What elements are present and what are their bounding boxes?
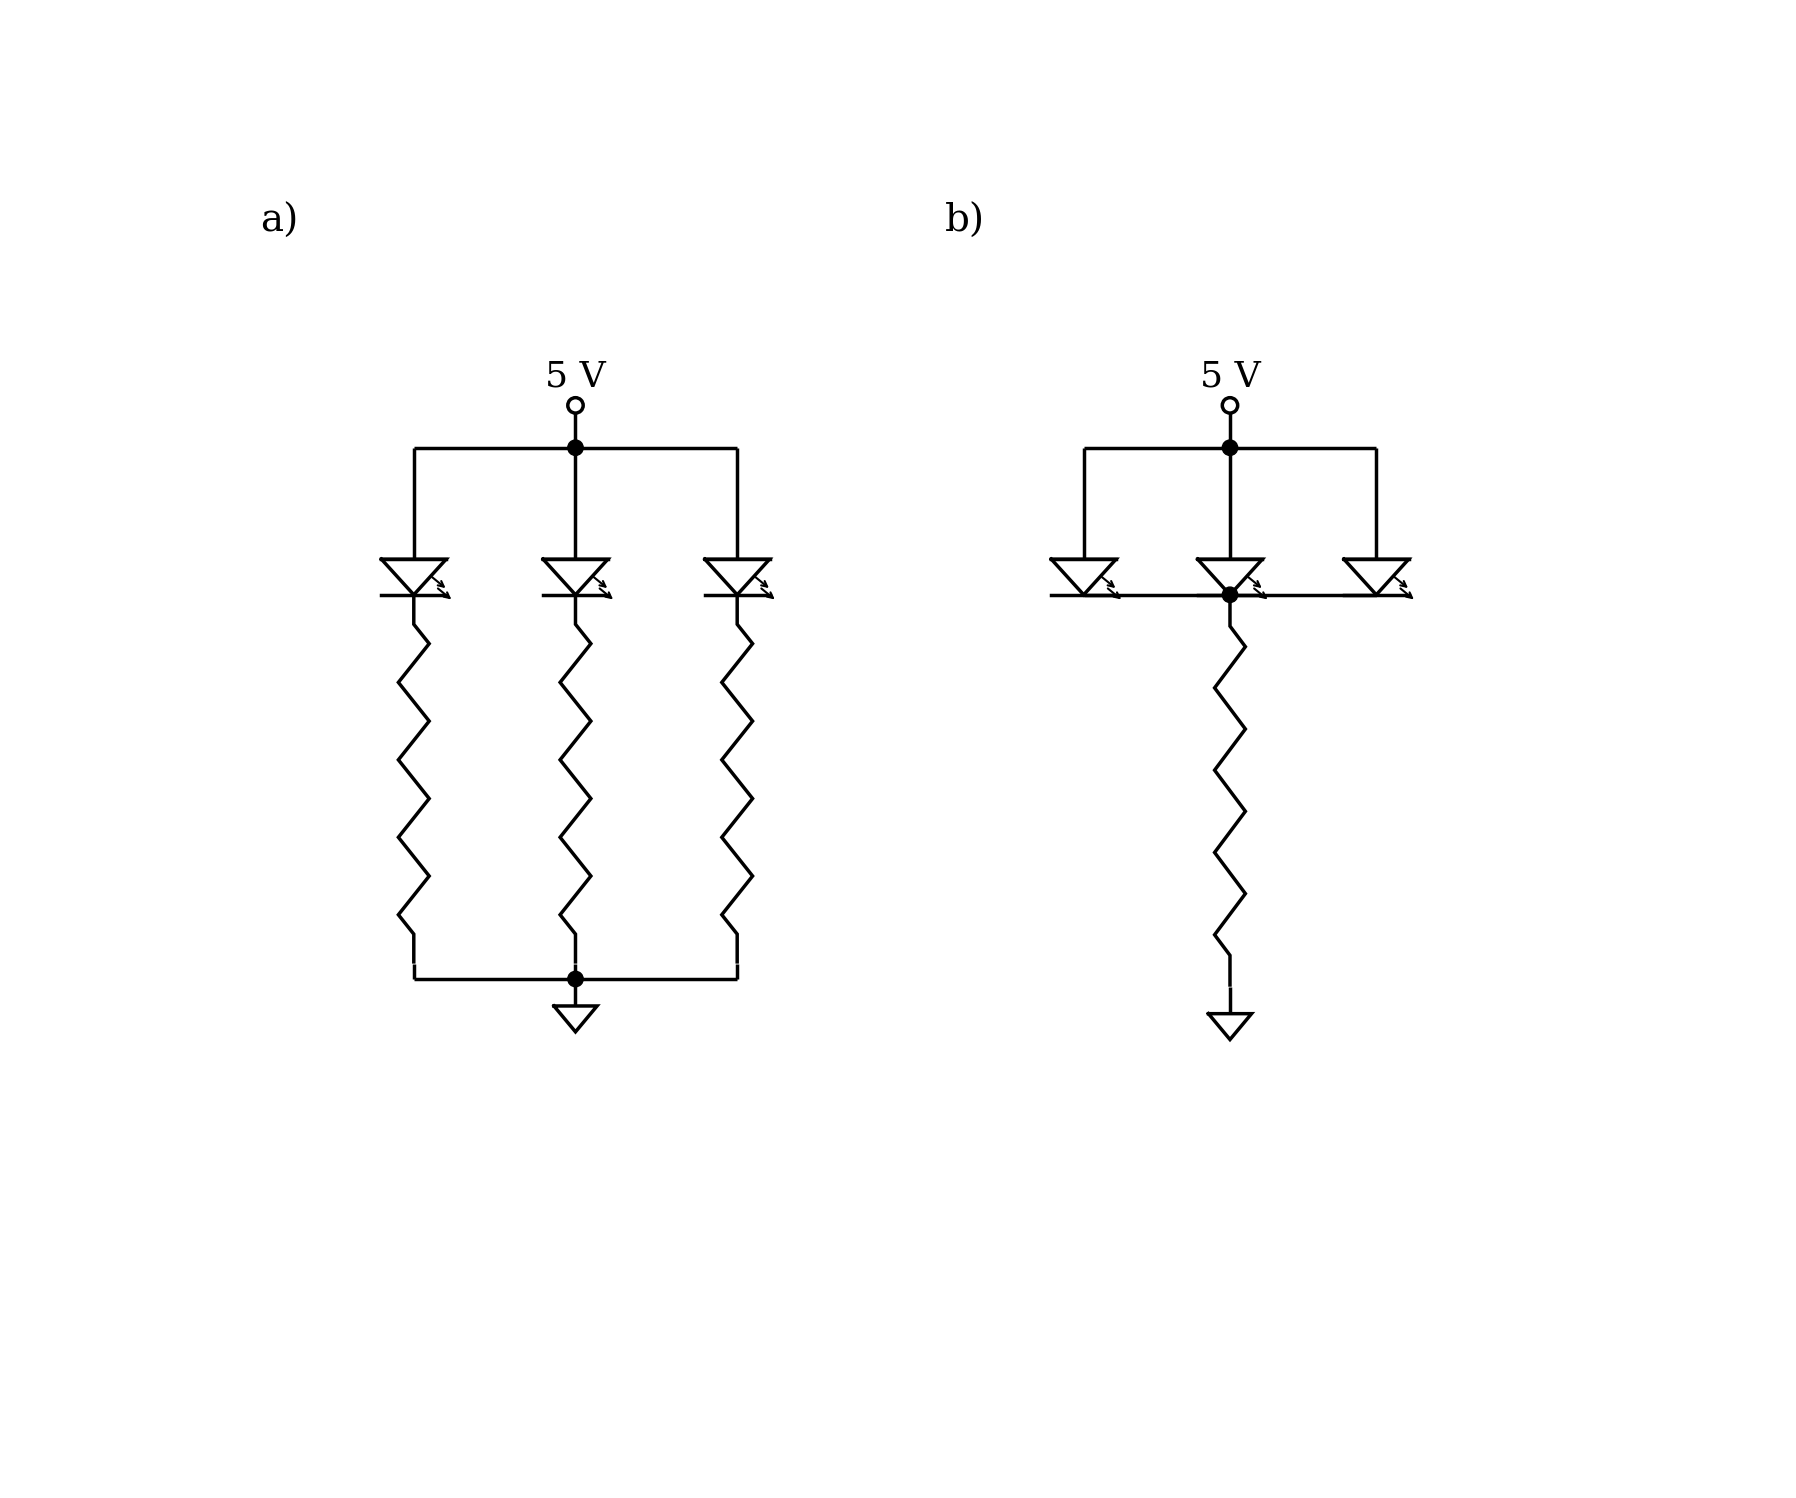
Text: 5 V: 5 V [546,360,605,394]
Circle shape [1223,587,1237,602]
Circle shape [568,440,584,455]
Circle shape [1223,440,1237,455]
Circle shape [568,971,584,987]
Text: b): b) [945,202,986,240]
Circle shape [1223,397,1237,413]
Circle shape [568,397,584,413]
Text: 5 V: 5 V [1200,360,1261,394]
Text: a): a) [260,202,298,240]
